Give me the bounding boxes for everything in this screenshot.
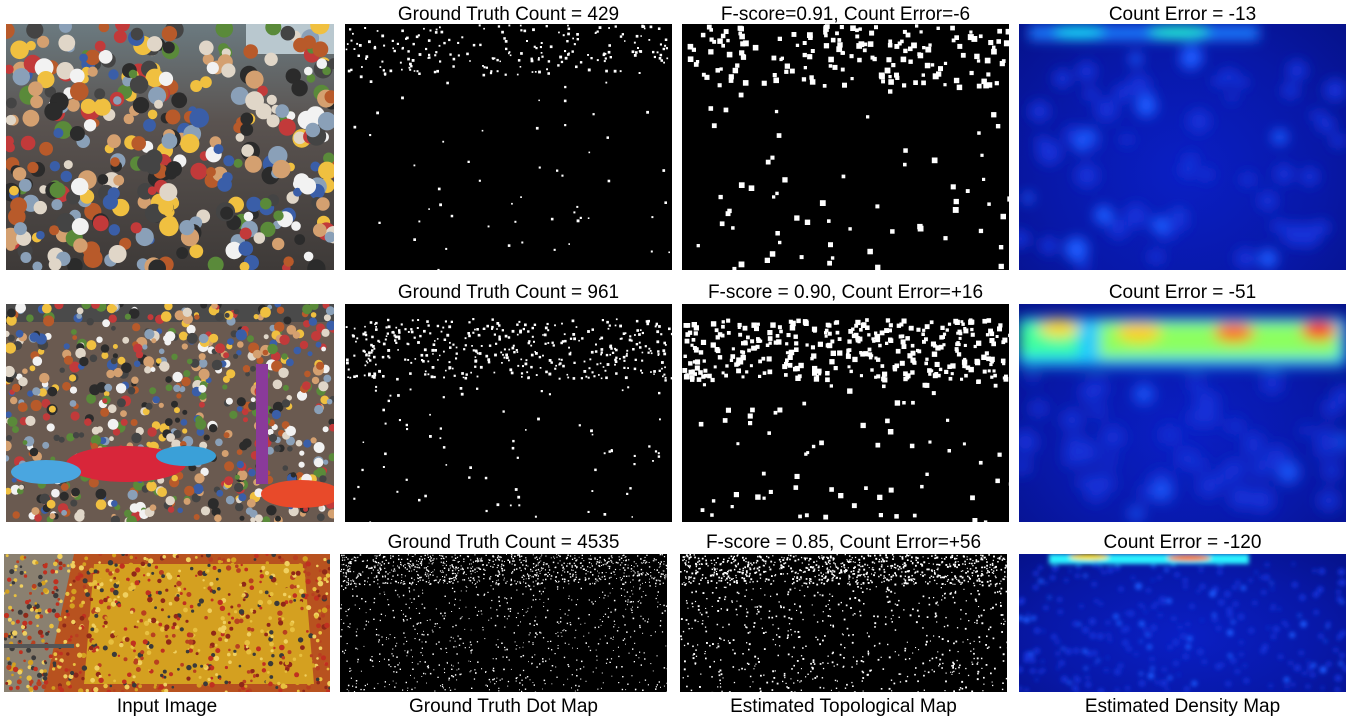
input-image-row3: [4, 554, 330, 692]
topo-map-row3: [680, 554, 1007, 692]
density-title-row2: Count Error = -51: [1108, 282, 1257, 303]
input-image-row2: [6, 304, 334, 522]
topo-title-row1: F-score=0.91, Count Error=-6: [720, 4, 971, 25]
crowd-photo-row1: [6, 24, 334, 270]
topo-map-row1: [682, 24, 1009, 270]
crowd-photo-row3: [4, 554, 330, 692]
gt-dot-map-row2: [345, 304, 672, 522]
gt-title-row3: Ground Truth Count = 4535: [387, 532, 620, 553]
topo-title-row3: F-score = 0.85, Count Error=+56: [705, 532, 982, 553]
column-label-density: Estimated Density Map: [1084, 696, 1281, 717]
gt-dot-map-row1: [345, 24, 672, 270]
gt-title-row2: Ground Truth Count = 961: [397, 282, 620, 303]
column-label-topo: Estimated Topological Map: [730, 696, 957, 717]
density-map-row3: [1019, 554, 1346, 692]
crowd-photo-row2: [6, 304, 334, 522]
input-image-row1: [6, 24, 334, 270]
density-title-row3: Count Error = -120: [1103, 532, 1262, 553]
topo-title-row2: F-score = 0.90, Count Error=+16: [707, 282, 984, 303]
column-label-gt: Ground Truth Dot Map: [408, 696, 599, 717]
gt-dot-map-row3: [340, 554, 667, 692]
column-label-input: Input Image: [116, 696, 218, 717]
density-map-row2: [1019, 304, 1346, 522]
density-map-row1: [1019, 24, 1346, 270]
density-title-row1: Count Error = -13: [1108, 4, 1257, 25]
topo-map-row2: [682, 304, 1009, 522]
gt-title-row1: Ground Truth Count = 429: [397, 4, 620, 25]
